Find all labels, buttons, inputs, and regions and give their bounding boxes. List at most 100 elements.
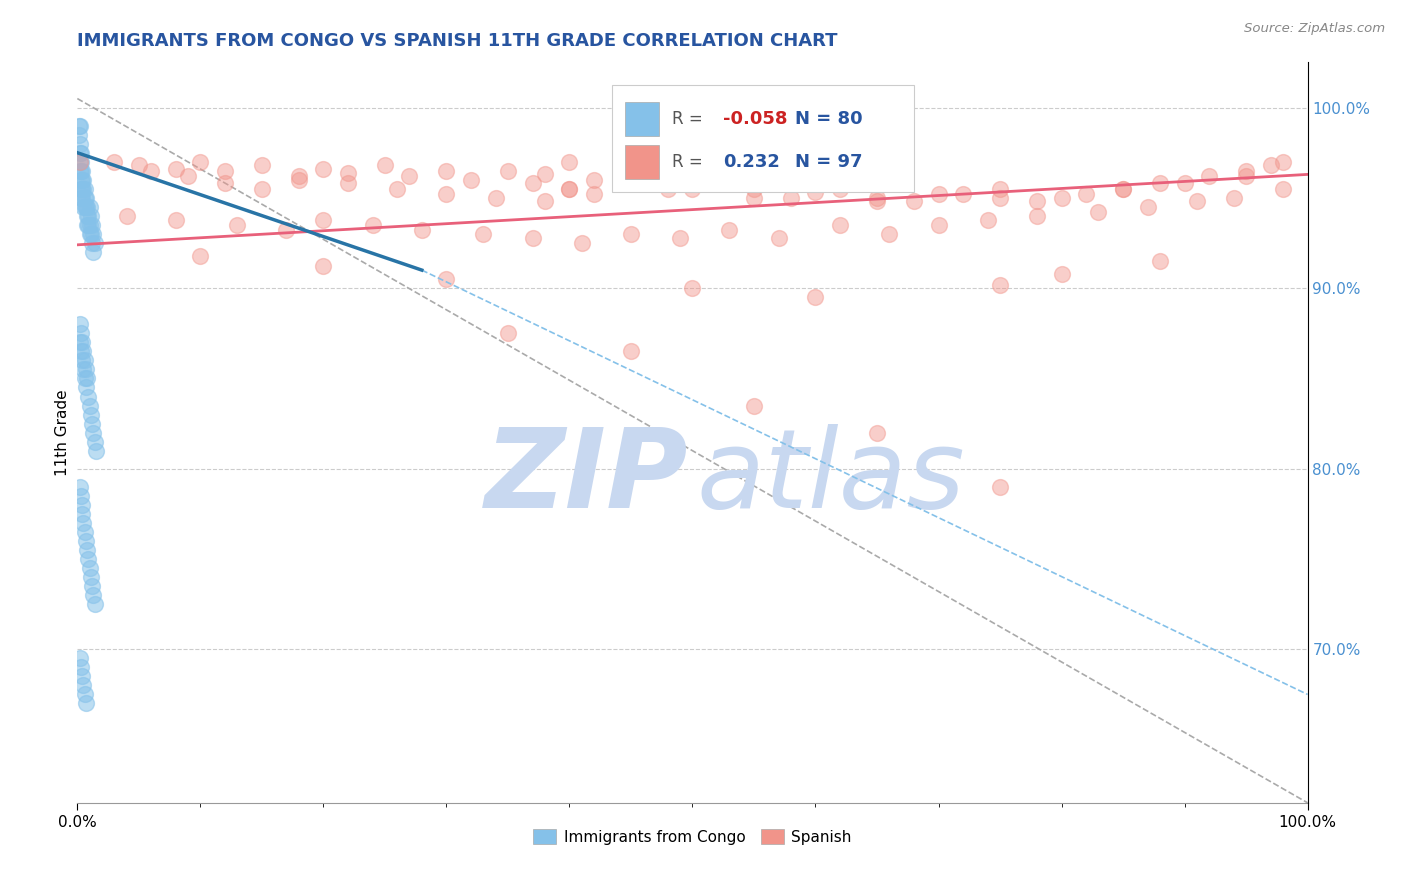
Point <box>79 399 101 413</box>
Point <box>82 235 104 250</box>
Point <box>830 218 852 232</box>
Text: R =: R = <box>672 110 702 128</box>
Point <box>72 173 94 187</box>
Point <box>385 182 409 196</box>
Point <box>928 218 950 232</box>
Point <box>70 498 93 512</box>
Point <box>77 552 100 566</box>
Point <box>73 353 96 368</box>
Point <box>250 182 273 196</box>
Point <box>73 182 96 196</box>
Point <box>1050 191 1073 205</box>
Point <box>620 173 643 187</box>
Point <box>165 212 187 227</box>
Point <box>69 318 91 332</box>
Point <box>706 173 728 187</box>
Point <box>70 182 93 196</box>
Point <box>177 169 200 184</box>
Point <box>70 182 93 196</box>
Point <box>1174 177 1197 191</box>
Text: -0.058: -0.058 <box>723 110 787 128</box>
Point <box>75 362 97 376</box>
Point <box>72 344 94 359</box>
Point <box>128 158 150 172</box>
Point <box>70 145 93 160</box>
Point <box>70 154 93 169</box>
Point <box>77 209 100 223</box>
Point <box>288 169 311 184</box>
Point <box>70 335 93 350</box>
Point <box>804 186 827 200</box>
Point <box>312 260 335 274</box>
Point <box>75 380 97 394</box>
Point <box>682 182 704 196</box>
Point <box>988 182 1011 196</box>
Point <box>82 245 104 260</box>
Point <box>1050 267 1073 281</box>
Point <box>84 443 107 458</box>
Text: N = 80: N = 80 <box>794 110 862 128</box>
Point <box>903 194 925 209</box>
Text: IMMIGRANTS FROM CONGO VS SPANISH 11TH GRADE CORRELATION CHART: IMMIGRANTS FROM CONGO VS SPANISH 11TH GR… <box>77 32 838 50</box>
Point <box>75 191 97 205</box>
Point <box>1026 209 1049 223</box>
Point <box>80 408 103 422</box>
Point <box>742 182 765 196</box>
Point <box>411 223 433 237</box>
Point <box>141 163 163 178</box>
Point <box>69 154 91 169</box>
Point <box>76 218 98 232</box>
Point <box>214 177 236 191</box>
Point <box>75 200 97 214</box>
Point <box>485 191 508 205</box>
Point <box>72 516 94 530</box>
Point <box>534 168 557 182</box>
Point <box>472 227 495 241</box>
Point <box>67 128 90 142</box>
Point <box>75 697 97 711</box>
Point <box>337 165 360 179</box>
Text: N = 97: N = 97 <box>794 153 862 171</box>
Point <box>72 362 94 376</box>
Point <box>288 173 311 187</box>
Point <box>69 163 91 178</box>
Point <box>70 660 93 674</box>
Point <box>77 218 100 232</box>
FancyBboxPatch shape <box>613 85 914 192</box>
Point <box>69 480 91 494</box>
Point <box>558 154 581 169</box>
Point <box>82 579 104 593</box>
Point <box>73 688 96 702</box>
Point <box>830 182 852 196</box>
Point <box>496 326 519 341</box>
Point <box>70 173 93 187</box>
Point <box>436 163 458 178</box>
Point <box>82 588 104 602</box>
Point <box>82 417 104 431</box>
Text: 0.232: 0.232 <box>723 153 780 171</box>
Point <box>644 177 666 191</box>
Y-axis label: 11th Grade: 11th Grade <box>55 389 70 476</box>
Point <box>69 335 91 350</box>
Point <box>804 290 827 304</box>
Point <box>70 163 93 178</box>
Point <box>866 194 889 209</box>
Point <box>620 163 643 178</box>
Point <box>1272 154 1295 169</box>
Point <box>69 651 91 665</box>
Point <box>250 158 273 172</box>
Point <box>522 230 544 244</box>
Point <box>69 119 91 133</box>
Point <box>79 561 101 575</box>
Point <box>165 161 187 176</box>
Legend: Immigrants from Congo, Spanish: Immigrants from Congo, Spanish <box>527 822 858 851</box>
Point <box>75 533 97 548</box>
Point <box>83 434 105 449</box>
Point <box>76 209 98 223</box>
Point <box>558 182 581 196</box>
Point <box>620 227 643 241</box>
FancyBboxPatch shape <box>624 103 659 136</box>
Point <box>742 191 765 205</box>
Point <box>80 227 103 241</box>
Point <box>83 235 105 250</box>
